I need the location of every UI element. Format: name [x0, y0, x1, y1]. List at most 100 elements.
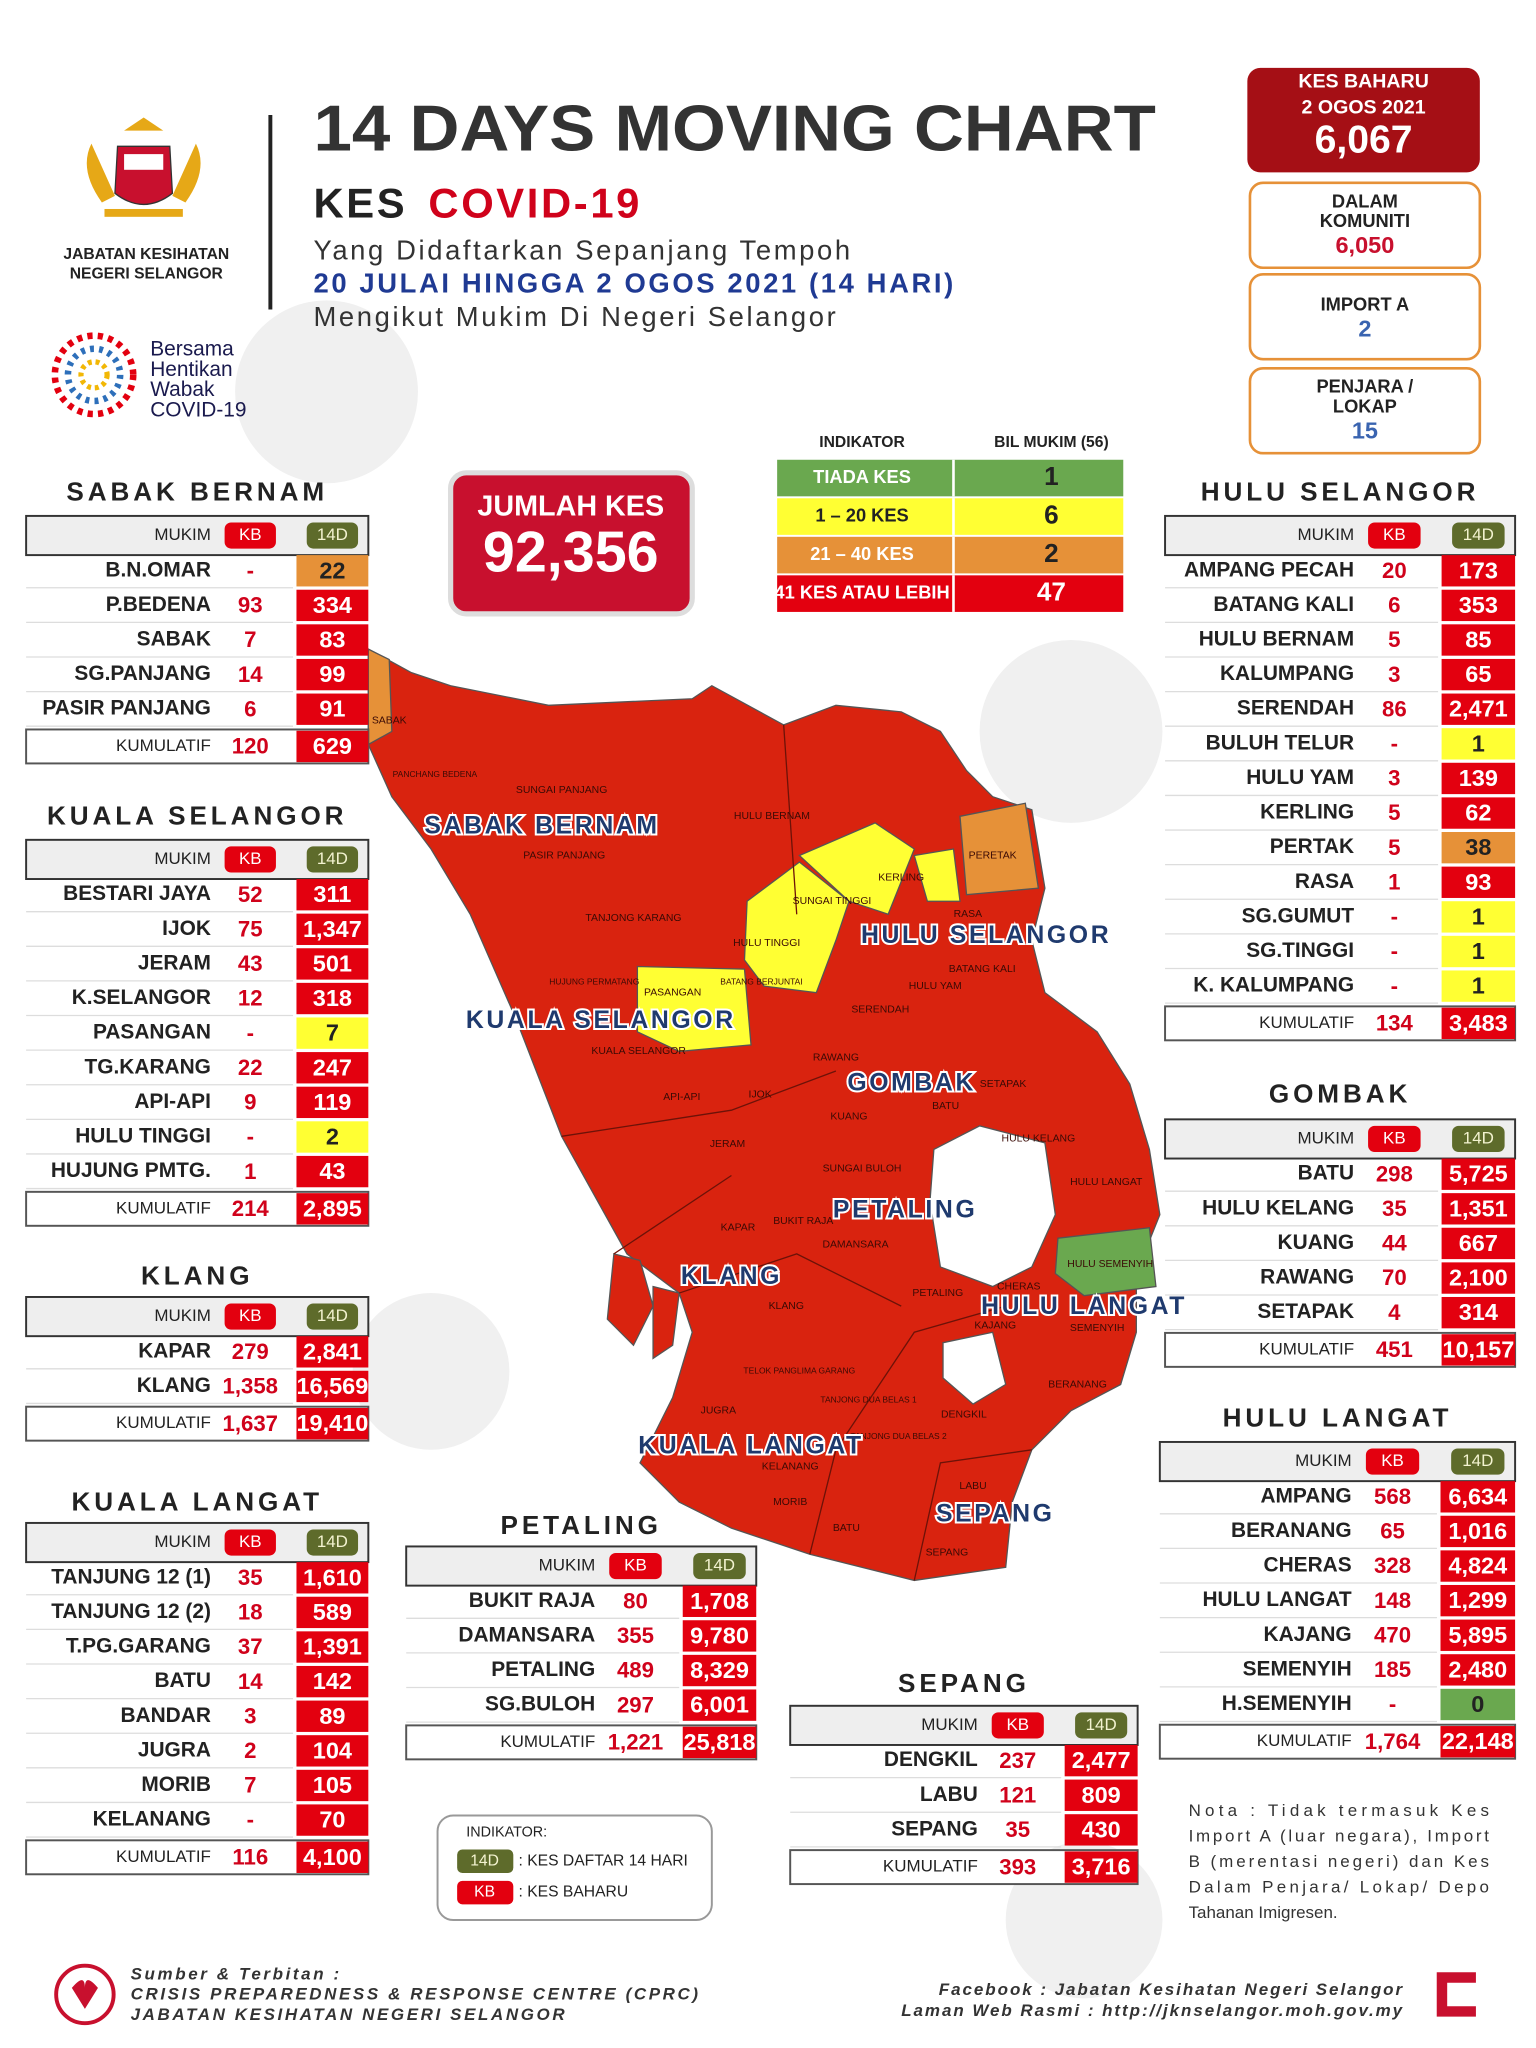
- column-header: 14D: [1463, 1128, 1494, 1147]
- mukim-name: PERTAK: [1270, 835, 1354, 858]
- mukim-name: BATANG KALI: [1213, 593, 1354, 616]
- new-cases-label: KES BAHARU: [1298, 70, 1429, 92]
- 14d-cell: [296, 1665, 369, 1698]
- mukim-name: BANDAR: [120, 1704, 210, 1727]
- kb-value: 37: [238, 1634, 263, 1659]
- mukim-name: HULU YAM: [1246, 766, 1354, 789]
- column-header: 14D: [317, 1306, 348, 1325]
- total-14d-cell: [296, 1408, 369, 1440]
- kb-value: 44: [1382, 1231, 1407, 1256]
- mukim-label: BUKIT RAJA: [773, 1216, 833, 1227]
- mukim-name: DAMANSARA: [458, 1623, 595, 1646]
- 14d-cell: [296, 1631, 369, 1663]
- mukim-name: SEPANG: [891, 1817, 978, 1840]
- mukim-name: PASANGAN: [93, 1021, 211, 1044]
- 14d-value: 43: [319, 1158, 345, 1184]
- total-14d-cell: [1440, 1726, 1516, 1758]
- total-value: 92,356: [483, 521, 659, 585]
- kb-value: -: [1391, 939, 1398, 964]
- column-header: 14D: [317, 1532, 348, 1551]
- mukim-label: JUGRA: [701, 1405, 736, 1416]
- logo-ring: [64, 345, 124, 405]
- mukim-label: LABU: [959, 1481, 986, 1492]
- kb-pill: [224, 1529, 276, 1556]
- 14d-value: 501: [313, 950, 352, 976]
- mukim-name: JERAM: [138, 951, 211, 974]
- kb-value: 14: [238, 662, 263, 687]
- 14d-value: 119: [313, 1089, 351, 1115]
- 14d-cell: [296, 1086, 369, 1119]
- 14d-cell: [1064, 1779, 1138, 1811]
- 14d-cell: [1441, 589, 1516, 622]
- mukim-name: SG.TINGGI: [1246, 939, 1354, 962]
- mukim-label: TELOK PANGLIMA GARANG: [743, 1366, 855, 1376]
- mukim-label: HULU SEMENYIH: [1067, 1259, 1153, 1270]
- kb-value: 355: [617, 1623, 654, 1648]
- total-14d: 3,716: [1072, 1854, 1131, 1880]
- mukim-label: HULU YAM: [909, 981, 962, 992]
- mukim-label: SABAK: [372, 716, 407, 727]
- mukim-name: P.BEDENA: [106, 593, 211, 616]
- legend-code: 14D: [470, 1852, 499, 1869]
- logo-ring: [51, 332, 137, 418]
- mukim-label: BATANG KALI: [949, 964, 1016, 975]
- total-14d-cell: [296, 730, 369, 763]
- 14d-cell: [682, 1585, 757, 1617]
- district-title: KUALA SELANGOR: [47, 801, 347, 831]
- 14d-cell: [1441, 1296, 1516, 1329]
- mukim-name: K.SELANGOR: [72, 986, 211, 1009]
- mukim-name: KAPAR: [138, 1339, 211, 1362]
- mukim-name: BERANANG: [1231, 1519, 1352, 1542]
- new-cases-value: 6,067: [1315, 119, 1413, 162]
- total-14d-cell: [1064, 1851, 1138, 1883]
- mukim-label: SEMENYIH: [1070, 1323, 1125, 1334]
- mukim-name: HULU LANGAT: [1202, 1588, 1351, 1611]
- 14d-cell: [1441, 866, 1516, 898]
- 14d-value: 2,100: [1449, 1265, 1508, 1291]
- mukim-name: TANJUNG 12 (2): [51, 1600, 211, 1623]
- column-header: 14D: [1462, 1451, 1493, 1470]
- indicator-count: 2: [1044, 538, 1059, 568]
- indicator-label: TIADA KES: [813, 466, 911, 487]
- 14d-value: 89: [319, 1703, 345, 1729]
- 14d-value: 809: [1082, 1782, 1121, 1808]
- 14d-value: 2,477: [1072, 1747, 1131, 1773]
- virus-shape: [979, 640, 1163, 823]
- 14d-pill: [693, 1552, 746, 1580]
- mukim-label: SUNGAI PANJANG: [516, 785, 607, 796]
- mukim-label: TANJONG KARANG: [585, 913, 681, 924]
- kb-value: -: [1389, 1692, 1396, 1717]
- column-header: KB: [239, 525, 262, 544]
- department-name: JABATAN KESIHATAN: [63, 246, 229, 263]
- 14d-value: 314: [1459, 1299, 1498, 1325]
- 14d-pill: [306, 522, 359, 549]
- district-label: HULU LANGAT: [981, 1293, 1187, 1320]
- total-label: KUMULATIF: [1259, 1013, 1354, 1032]
- total-14d-cell: [296, 1193, 369, 1225]
- column-header: 14D: [317, 525, 348, 544]
- 14d-value: 83: [319, 627, 345, 653]
- column-header: MUKIM: [1298, 1128, 1355, 1147]
- footer-link: Facebook : Jabatan Kesihatan Negeri Sela…: [939, 1980, 1404, 1999]
- total-14d: 3,483: [1449, 1010, 1508, 1036]
- mukim-label: BATANG BERJUNTAI: [720, 976, 802, 986]
- mukim-label: TANJONG DUA BELAS 1: [820, 1394, 917, 1404]
- kb-pill: [224, 1303, 276, 1330]
- region-white: [942, 1331, 1007, 1405]
- 14d-cell: [296, 1336, 369, 1368]
- kb-value: -: [247, 1020, 254, 1045]
- kb-pill: [609, 1552, 662, 1580]
- breakdown-label: DALAM: [1332, 190, 1398, 211]
- kb-value: 18: [238, 1600, 263, 1625]
- mukim-name: SG.GUMUT: [1242, 904, 1355, 927]
- kb-value: 5: [1388, 800, 1400, 825]
- kb-value: 35: [1005, 1817, 1030, 1842]
- mukim-name: PASIR PANJANG: [42, 697, 211, 720]
- 14d-cell: [1440, 1481, 1516, 1513]
- note-line: Nota : Tidak termasuk Kes: [1189, 1801, 1489, 1820]
- 14d-pill: [1452, 522, 1505, 549]
- indicator-count: 6: [1044, 499, 1059, 529]
- 14d-value: 311: [313, 881, 351, 907]
